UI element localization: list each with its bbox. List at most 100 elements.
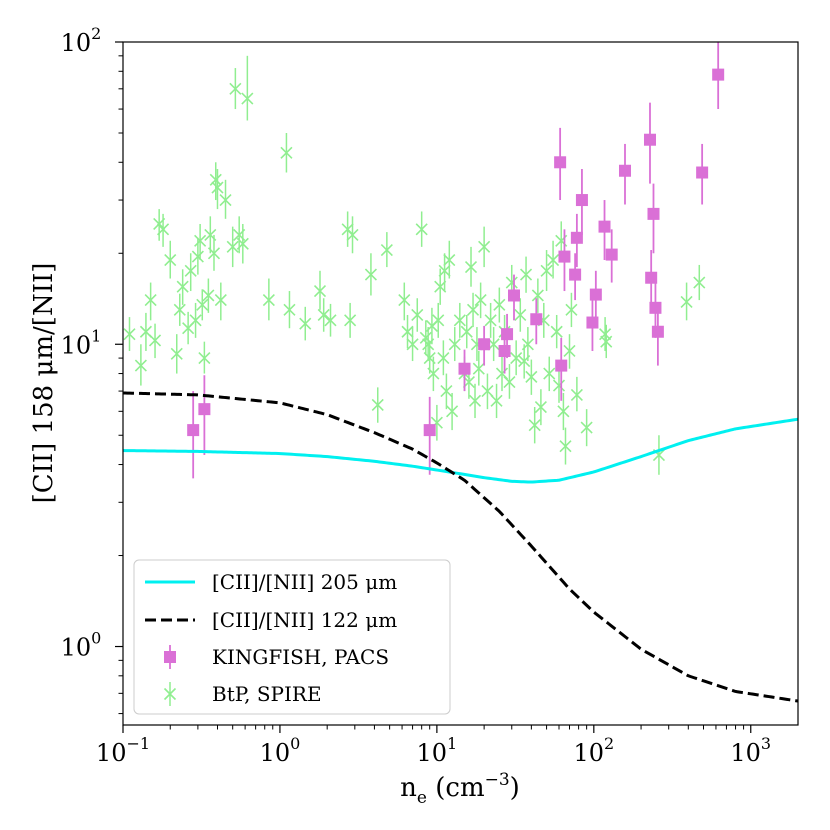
spire-point xyxy=(299,306,312,341)
spire-point xyxy=(493,287,506,323)
plot-area xyxy=(123,42,798,703)
spire-point xyxy=(236,223,249,264)
spire-marker xyxy=(317,308,330,322)
legend-entry-205um: [CII]/[NII] 205 μm xyxy=(145,570,397,594)
legend-label: [CII]/[NII] 205 μm xyxy=(212,570,397,594)
legend: [CII]/[NII] 205 μm [CII]/[NII] 122 μm KING… xyxy=(133,559,451,715)
spire-marker xyxy=(432,314,445,327)
spire-marker xyxy=(184,264,197,277)
spire-marker xyxy=(324,314,337,327)
spire-point xyxy=(531,278,544,313)
pacs-marker xyxy=(507,289,520,302)
pacs-point xyxy=(575,169,588,235)
pacs-marker xyxy=(618,164,631,177)
spire-point xyxy=(472,350,485,386)
spire-marker xyxy=(557,405,570,418)
spire-marker xyxy=(313,284,327,298)
spire-marker xyxy=(552,379,566,392)
pacs-marker xyxy=(423,424,436,437)
spire-marker xyxy=(411,308,424,322)
spire-marker xyxy=(371,398,384,411)
spire-point xyxy=(446,392,459,431)
spire-marker xyxy=(226,240,239,253)
spire-point xyxy=(484,302,497,338)
pacs-point xyxy=(589,270,602,321)
spire-marker xyxy=(156,223,170,236)
spire-marker xyxy=(134,359,147,372)
spire-marker xyxy=(173,303,186,316)
spire-point xyxy=(226,226,239,268)
spire-point xyxy=(313,270,327,310)
spire-marker xyxy=(283,303,296,316)
spire-point xyxy=(563,334,576,369)
spire-point xyxy=(448,327,461,362)
x-axis-ticks: 10−1 100 101 102 103 xyxy=(96,725,771,767)
pacs-point xyxy=(605,229,618,283)
spire-point xyxy=(438,253,451,292)
pacs-marker xyxy=(712,68,725,81)
spire-marker xyxy=(693,276,706,289)
spire-point xyxy=(557,392,570,431)
spire-marker xyxy=(464,261,478,274)
spire-marker xyxy=(466,303,480,316)
spire-marker xyxy=(559,440,572,453)
spire-point xyxy=(437,340,450,376)
pacs-marker xyxy=(458,362,471,375)
pacs-marker xyxy=(696,166,709,179)
x-tick-label: 10−1 xyxy=(96,734,150,767)
spire-marker xyxy=(406,338,419,351)
spire-point xyxy=(540,250,553,292)
spire-marker xyxy=(419,331,432,344)
pacs-marker xyxy=(651,325,664,338)
spire-point xyxy=(415,211,428,247)
spire-point xyxy=(280,132,293,173)
spire-marker xyxy=(440,385,453,398)
pacs-marker xyxy=(558,250,571,263)
spire-point xyxy=(202,278,215,313)
spire-marker xyxy=(521,338,534,351)
spire-marker xyxy=(490,394,503,407)
spire-point xyxy=(371,387,384,423)
spire-marker xyxy=(453,314,466,327)
spire-point xyxy=(198,341,211,374)
spire-point xyxy=(547,240,560,279)
legend-marker xyxy=(164,651,176,663)
spire-marker xyxy=(534,400,547,414)
pacs-point xyxy=(187,391,200,479)
spire-point xyxy=(680,282,693,321)
spire-point xyxy=(380,232,393,268)
spire-point xyxy=(229,68,242,110)
spire-point xyxy=(490,383,503,419)
spire-point xyxy=(543,356,556,392)
spire-marker xyxy=(211,181,224,194)
pacs-point xyxy=(558,229,571,292)
spire-point xyxy=(317,298,330,332)
plot-frame xyxy=(122,41,799,726)
pacs-marker xyxy=(187,424,200,437)
spire-marker xyxy=(170,347,183,360)
spire-marker xyxy=(468,394,482,407)
pacs-point xyxy=(618,143,631,205)
pacs-point xyxy=(198,375,211,456)
spire-marker xyxy=(550,325,563,338)
spire-marker xyxy=(543,367,556,380)
spire-point xyxy=(241,55,254,121)
spire-marker xyxy=(176,280,189,293)
spire-marker xyxy=(144,294,157,307)
pacs-marker xyxy=(478,338,491,351)
spire-marker xyxy=(164,253,177,267)
spire-marker xyxy=(398,294,411,307)
spire-point xyxy=(283,291,296,329)
spire-marker xyxy=(299,317,312,330)
spire-marker xyxy=(481,385,494,398)
y-tick-label: 100 xyxy=(61,629,102,662)
spire-marker xyxy=(219,193,232,207)
spire-marker xyxy=(525,370,538,383)
pacs-point xyxy=(647,183,660,254)
spire-point xyxy=(468,383,482,419)
spire-point xyxy=(466,292,480,328)
spire-point xyxy=(173,293,186,326)
pacs-marker xyxy=(501,328,514,341)
spire-marker xyxy=(547,253,560,267)
pacs-marker xyxy=(645,271,658,284)
